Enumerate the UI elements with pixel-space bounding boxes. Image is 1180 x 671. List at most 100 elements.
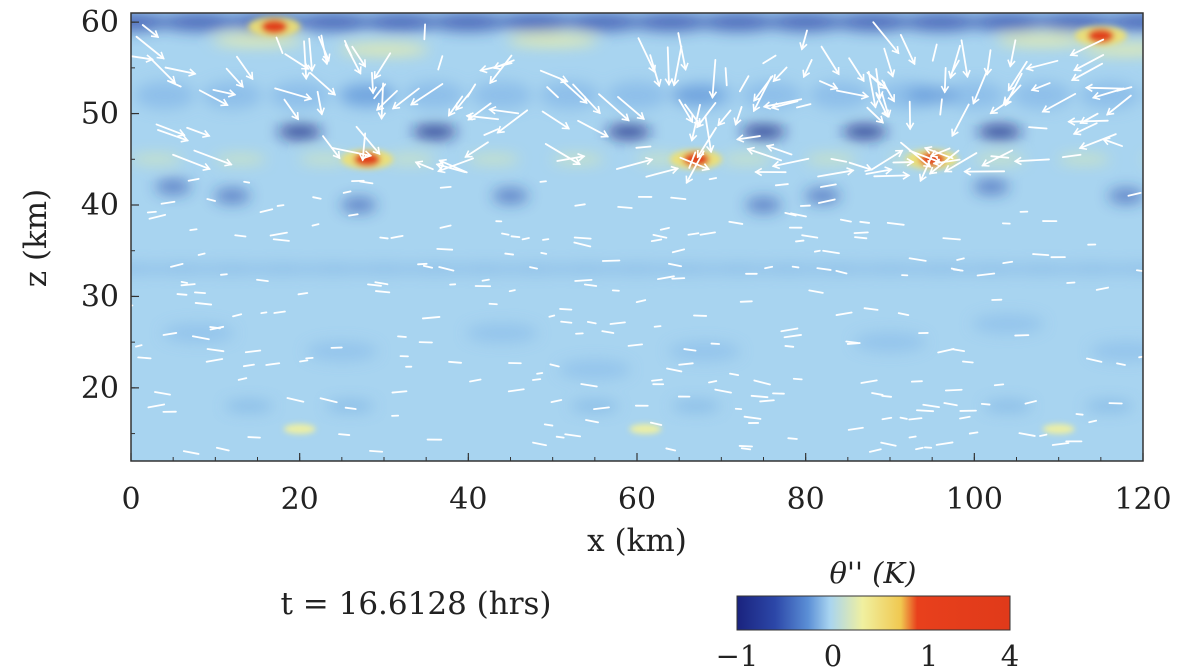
wind-vector-head bbox=[963, 167, 972, 176]
wind-vector bbox=[986, 49, 992, 76]
wind-vector bbox=[521, 237, 530, 241]
wind-vector-head bbox=[479, 65, 488, 74]
colorbar: θ'' (K) −1 0 1 4 bbox=[716, 556, 1020, 671]
wind-vector bbox=[873, 174, 910, 178]
field-cell bbox=[1113, 264, 1143, 274]
wind-vector bbox=[481, 278, 490, 282]
wind-vector bbox=[919, 153, 934, 182]
wind-vector bbox=[1032, 253, 1050, 257]
wind-vector bbox=[943, 402, 958, 407]
field-cell bbox=[1011, 264, 1072, 274]
wind-vector bbox=[649, 421, 663, 426]
wind-vector-head bbox=[391, 101, 401, 110]
wind-vector-head bbox=[653, 78, 662, 88]
wind-vector bbox=[916, 409, 935, 413]
wind-vector-head bbox=[670, 78, 680, 87]
wind-vector bbox=[848, 57, 865, 82]
field-cell bbox=[741, 124, 786, 139]
wind-vector bbox=[164, 66, 196, 75]
wind-vector bbox=[931, 43, 938, 62]
wind-vector-head bbox=[733, 117, 742, 126]
wind-vector-head bbox=[752, 103, 761, 113]
wind-vector bbox=[467, 102, 492, 121]
wind-vector bbox=[835, 270, 848, 275]
wind-vector bbox=[1116, 362, 1126, 366]
field-cell bbox=[996, 34, 1087, 47]
wind-vector bbox=[493, 59, 515, 69]
wind-vector-head bbox=[235, 79, 244, 88]
wind-vector bbox=[615, 158, 653, 170]
wind-vector-head bbox=[754, 167, 763, 177]
wind-vector bbox=[464, 141, 489, 158]
wind-vector bbox=[1067, 119, 1109, 123]
wind-vector bbox=[539, 69, 569, 83]
wind-vector bbox=[205, 358, 224, 363]
wind-vector bbox=[1073, 54, 1105, 72]
wind-vector bbox=[421, 316, 441, 320]
wind-vector-head bbox=[1072, 127, 1082, 136]
y-tick-label: 40 bbox=[81, 188, 119, 223]
field-cell bbox=[160, 13, 237, 32]
wind-vector bbox=[845, 340, 859, 344]
wind-vector bbox=[671, 248, 686, 254]
wind-vector bbox=[1061, 153, 1082, 159]
wind-vector bbox=[635, 299, 647, 304]
wind-vector bbox=[150, 58, 176, 84]
wind-vector bbox=[172, 153, 211, 170]
field-cell bbox=[472, 81, 533, 110]
wind-vector bbox=[244, 349, 262, 354]
wind-vector-head bbox=[377, 111, 387, 121]
wind-vector bbox=[322, 135, 341, 159]
wind-vector bbox=[933, 158, 961, 165]
wind-vector bbox=[671, 277, 686, 280]
wind-vector bbox=[886, 221, 905, 226]
wind-vector bbox=[234, 234, 247, 238]
wind-vector bbox=[237, 377, 248, 381]
wind-vector bbox=[344, 406, 357, 410]
wind-vector bbox=[191, 335, 210, 341]
wind-vector bbox=[391, 390, 408, 394]
wind-vector-head bbox=[572, 157, 581, 165]
wind-vector-head bbox=[645, 156, 654, 166]
wind-vector-head bbox=[245, 71, 254, 81]
wind-vector bbox=[504, 252, 514, 256]
wind-vector bbox=[1116, 86, 1133, 92]
wind-vector bbox=[415, 161, 434, 171]
wind-vector bbox=[373, 83, 387, 100]
wind-vector bbox=[962, 360, 974, 364]
wind-vector bbox=[577, 119, 609, 138]
field-cell bbox=[977, 124, 1022, 139]
wind-vector bbox=[820, 45, 840, 75]
wind-vector bbox=[881, 79, 895, 103]
wind-vector bbox=[1066, 281, 1076, 284]
wind-vector-head bbox=[902, 171, 911, 180]
wind-vector bbox=[853, 231, 869, 235]
heatmap-field bbox=[131, 13, 1143, 461]
field-cell bbox=[606, 124, 651, 139]
wind-vector bbox=[303, 40, 308, 80]
field-cell bbox=[556, 264, 617, 274]
x-tick-label: 100 bbox=[946, 482, 1003, 517]
field-cell bbox=[214, 154, 267, 165]
wind-vector bbox=[635, 145, 652, 149]
wind-vector bbox=[496, 109, 529, 134]
wind-vector bbox=[863, 307, 879, 311]
wind-vector-head bbox=[1070, 73, 1080, 82]
wind-vector bbox=[866, 106, 884, 124]
field-cell bbox=[767, 13, 844, 32]
hot-spot bbox=[261, 19, 288, 34]
wind-vector bbox=[960, 39, 969, 78]
field-cell bbox=[539, 81, 600, 110]
wind-vector bbox=[784, 211, 797, 217]
x-tick-label: 80 bbox=[787, 482, 825, 517]
wind-vector bbox=[666, 367, 683, 373]
field-cell bbox=[657, 264, 718, 274]
wind-vector bbox=[355, 125, 381, 155]
wind-vector bbox=[176, 293, 188, 296]
wind-vector bbox=[162, 332, 178, 336]
wind-vector bbox=[968, 431, 979, 435]
wind-vector bbox=[734, 106, 743, 126]
wind-vector bbox=[677, 32, 687, 71]
wind-vector bbox=[666, 46, 670, 86]
field-cell bbox=[565, 13, 642, 32]
